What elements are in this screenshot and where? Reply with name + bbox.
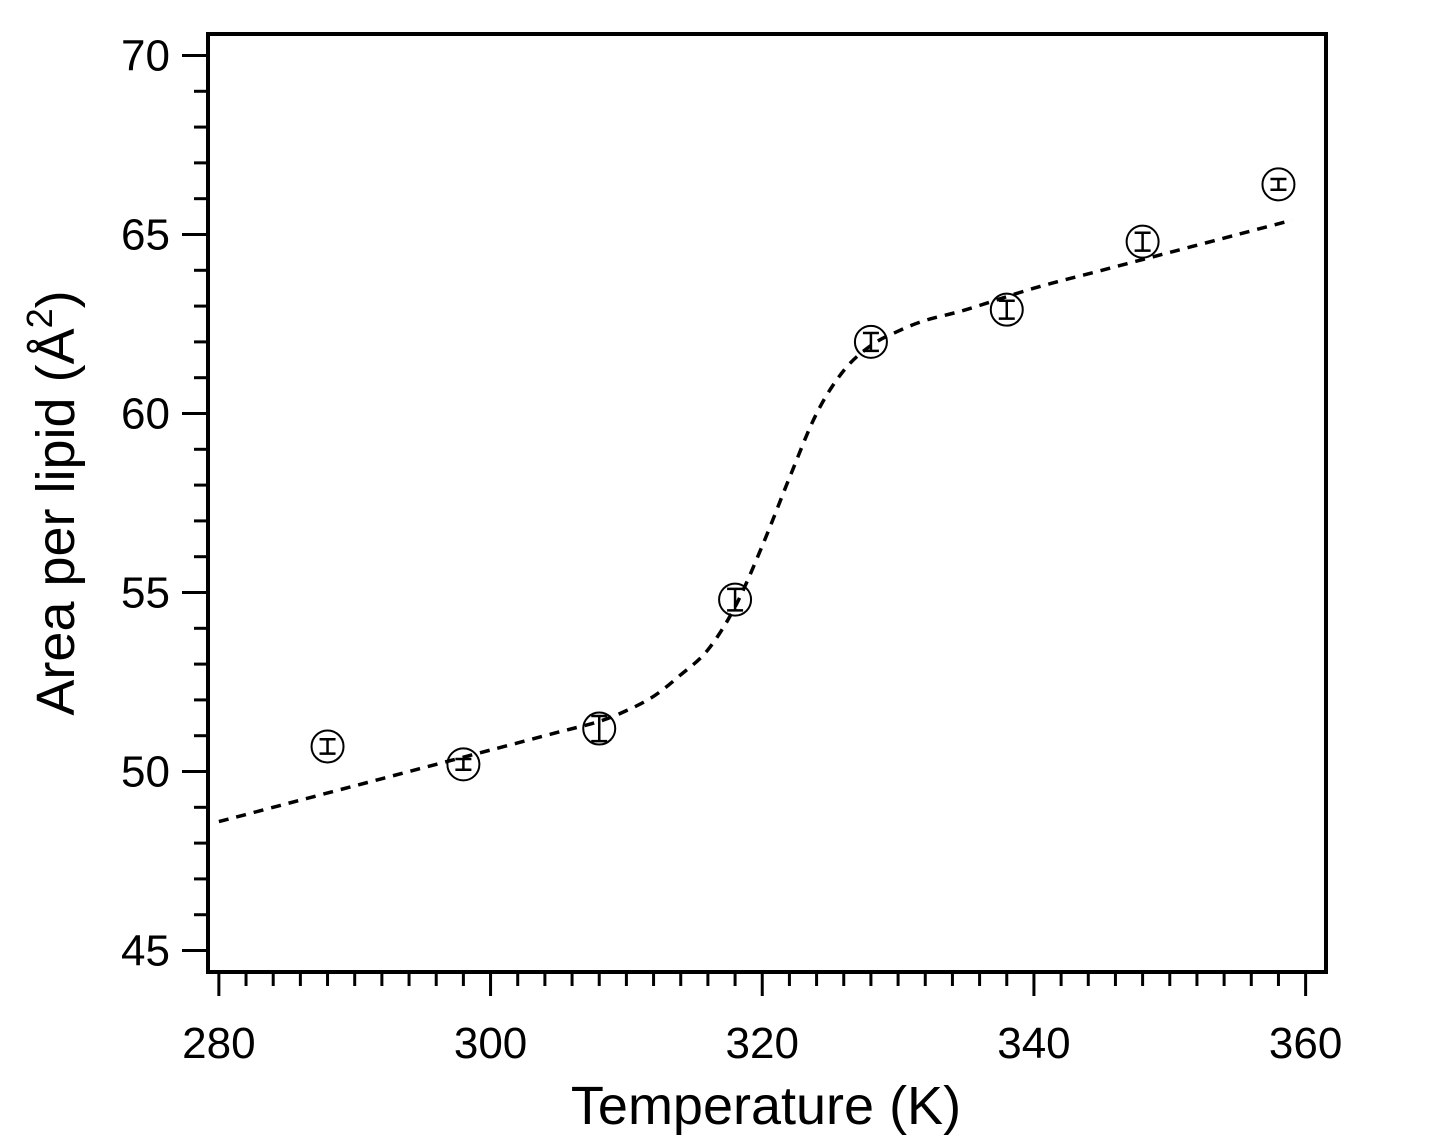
data-point: [446, 747, 481, 782]
y-axis-title-superscript: 2: [19, 308, 60, 328]
y-tick-label: 65: [121, 210, 170, 259]
data-point-marker: [310, 729, 345, 764]
data-point: [310, 729, 345, 764]
y-axis-ticks: 45 50 55 60 65 70: [121, 31, 208, 976]
data-point: [1125, 224, 1160, 259]
data-point-marker: [989, 292, 1024, 327]
y-tick-label: 55: [121, 569, 170, 618]
x-axis-title: Temperature (K): [571, 1076, 961, 1136]
data-point-marker: [853, 324, 888, 359]
data-point: [1261, 167, 1296, 202]
y-tick-label: 50: [121, 748, 170, 797]
y-axis-title-main: Area per lipid (Å: [26, 328, 86, 715]
data-point: [582, 711, 617, 746]
x-axis-ticks: 280 300 320 340 360: [182, 972, 1342, 1068]
data-point: [718, 582, 753, 617]
y-axis-title-close: ): [26, 290, 86, 308]
y-axis-title: Area per lipid (Å2): [19, 290, 86, 715]
x-tick-label: 320: [726, 1019, 799, 1068]
data-point-marker: [1125, 224, 1160, 259]
y-tick-label: 60: [121, 389, 170, 438]
y-tick-label: 45: [121, 927, 170, 976]
fit-layer: [218, 218, 1293, 824]
data-point-marker: [582, 711, 617, 746]
x-tick-label: 300: [454, 1019, 527, 1068]
data-point: [853, 324, 888, 359]
x-tick-label: 280: [182, 1019, 255, 1068]
data-points: [310, 167, 1296, 782]
data-point-marker: [446, 747, 481, 782]
fit-curve: [218, 218, 1293, 824]
data-point: [989, 292, 1024, 327]
y-tick-label: 70: [121, 31, 170, 80]
plot-frame: [206, 32, 1328, 974]
data-point-marker: [1261, 167, 1296, 202]
data-point-marker: [718, 582, 753, 617]
x-tick-label: 360: [1269, 1019, 1342, 1068]
x-tick-label: 340: [997, 1019, 1070, 1068]
